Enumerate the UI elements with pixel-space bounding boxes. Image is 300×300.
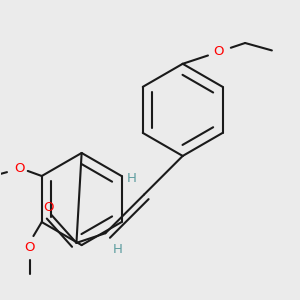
Text: H: H [112,243,122,256]
Text: O: O [14,162,25,175]
Text: H: H [127,172,137,185]
Text: O: O [213,45,224,58]
Text: O: O [25,241,35,254]
Text: O: O [44,201,54,214]
